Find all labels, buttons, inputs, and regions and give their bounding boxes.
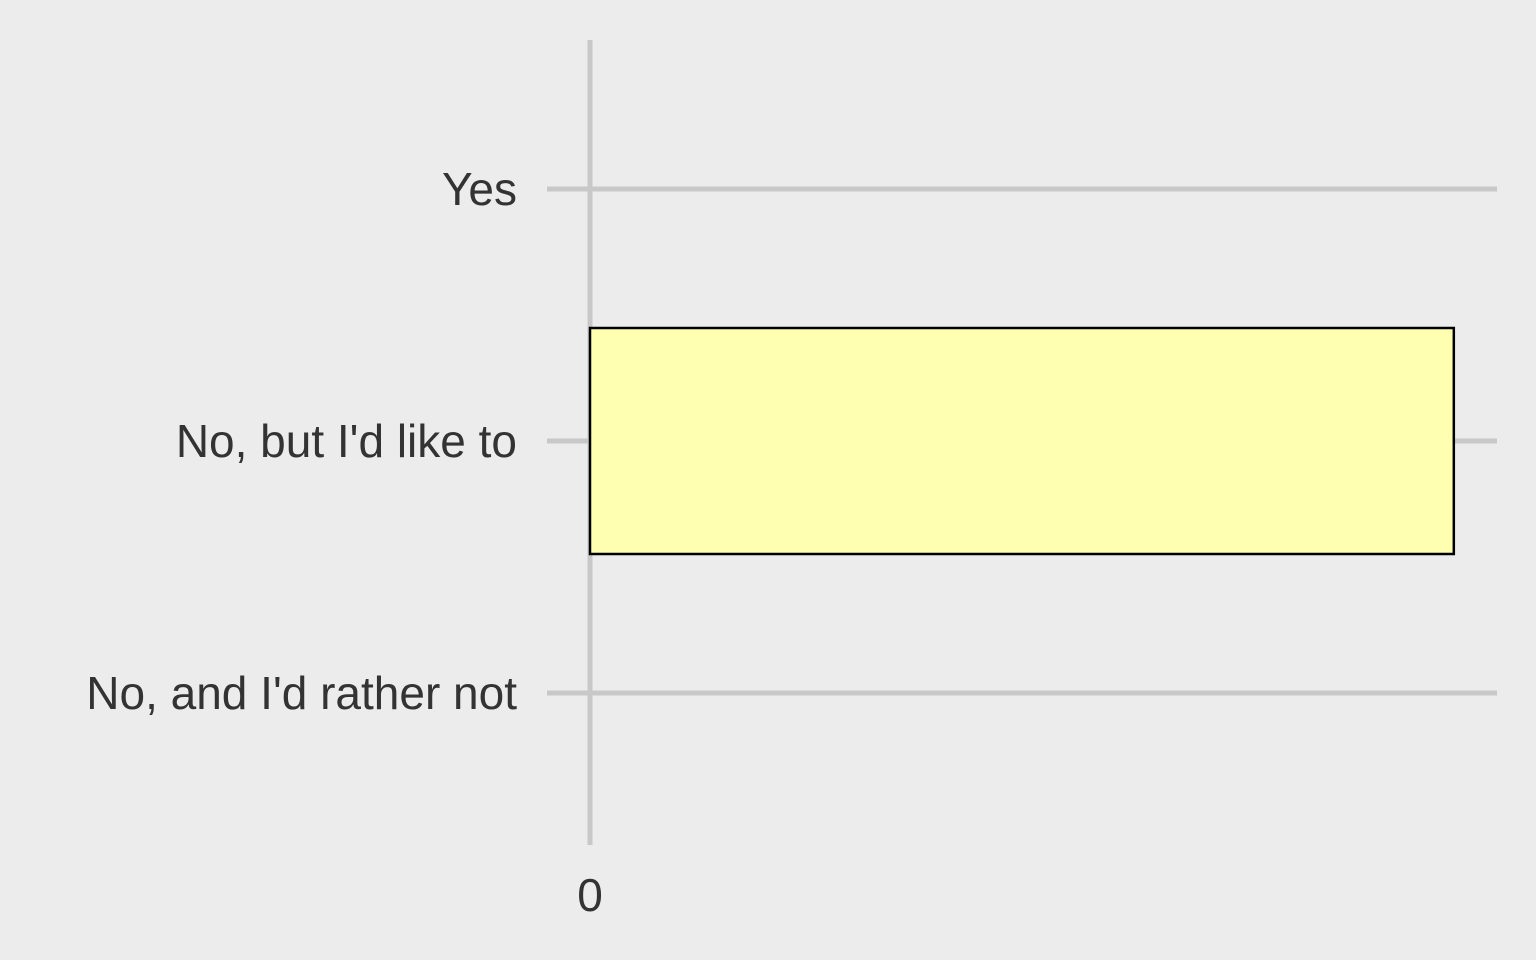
category-label-0: Yes (442, 163, 517, 215)
category-label-2: No, and I'd rather not (86, 667, 517, 719)
bar-1 (588, 326, 1456, 556)
x-tick-labels: 0 (577, 869, 603, 921)
category-labels: Yes No, but I'd like to No, and I'd rather… (86, 163, 517, 719)
category-label-1: No, but I'd like to (176, 415, 517, 467)
bars (588, 326, 1456, 556)
x-tick-label-0: 0 (577, 869, 603, 921)
